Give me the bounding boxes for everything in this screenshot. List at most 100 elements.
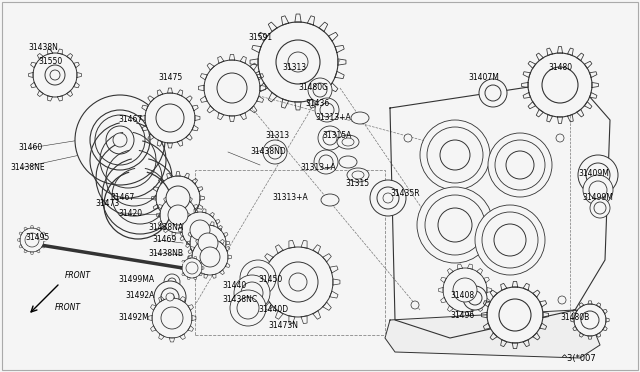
Circle shape — [160, 197, 196, 233]
Circle shape — [499, 299, 531, 331]
Circle shape — [192, 239, 228, 275]
Text: 31480B: 31480B — [560, 314, 589, 323]
Circle shape — [25, 233, 39, 247]
Circle shape — [90, 110, 150, 170]
Circle shape — [370, 180, 406, 216]
Text: 31313+A: 31313+A — [315, 113, 351, 122]
Text: 31475: 31475 — [158, 73, 182, 81]
Circle shape — [453, 278, 477, 302]
Circle shape — [323, 131, 337, 145]
Text: 31591: 31591 — [248, 33, 272, 42]
Circle shape — [106, 126, 134, 154]
Circle shape — [578, 155, 618, 195]
Text: 31450: 31450 — [258, 276, 282, 285]
Text: 31496: 31496 — [450, 311, 474, 320]
Circle shape — [168, 205, 188, 225]
Ellipse shape — [347, 168, 369, 182]
Bar — [195, 170, 385, 335]
Circle shape — [166, 293, 174, 301]
Text: 31438N: 31438N — [28, 44, 58, 52]
Circle shape — [45, 65, 65, 85]
Text: 31438NC: 31438NC — [222, 295, 257, 305]
Circle shape — [438, 208, 472, 242]
Circle shape — [113, 133, 127, 147]
Circle shape — [289, 273, 307, 291]
Circle shape — [154, 281, 186, 313]
Text: 31407M: 31407M — [468, 74, 499, 83]
Text: 31315: 31315 — [345, 179, 369, 187]
Circle shape — [276, 40, 320, 84]
Circle shape — [200, 247, 220, 267]
Text: 31499M: 31499M — [582, 193, 613, 202]
Circle shape — [95, 115, 145, 165]
Circle shape — [263, 140, 287, 164]
Circle shape — [161, 288, 179, 306]
Circle shape — [50, 70, 60, 80]
Circle shape — [482, 212, 538, 268]
Circle shape — [487, 287, 543, 343]
Circle shape — [161, 307, 183, 329]
Circle shape — [594, 202, 606, 214]
Text: 31420: 31420 — [118, 208, 142, 218]
Circle shape — [318, 126, 342, 150]
Text: 31492M: 31492M — [118, 314, 148, 323]
Text: 31408: 31408 — [450, 291, 474, 299]
Text: 31480G: 31480G — [298, 83, 328, 93]
Circle shape — [495, 140, 545, 190]
Circle shape — [247, 267, 269, 289]
Circle shape — [313, 83, 327, 97]
Circle shape — [186, 262, 198, 274]
Circle shape — [427, 127, 483, 183]
Circle shape — [542, 67, 578, 103]
Text: 31495: 31495 — [25, 234, 49, 243]
Text: 31438NE: 31438NE — [10, 164, 45, 173]
Circle shape — [475, 205, 545, 275]
Text: 31467: 31467 — [110, 193, 134, 202]
Text: 31467: 31467 — [118, 115, 142, 125]
Text: 31499MA: 31499MA — [118, 276, 154, 285]
Text: 31480: 31480 — [548, 64, 572, 73]
Polygon shape — [385, 310, 600, 358]
Circle shape — [383, 193, 393, 203]
Circle shape — [230, 290, 266, 326]
Circle shape — [556, 134, 564, 142]
Text: FRONT: FRONT — [55, 304, 81, 312]
Circle shape — [156, 104, 184, 132]
Circle shape — [156, 176, 200, 220]
Circle shape — [411, 301, 419, 309]
Circle shape — [315, 98, 339, 122]
Circle shape — [589, 181, 607, 199]
Ellipse shape — [339, 156, 357, 168]
Circle shape — [558, 296, 566, 304]
Circle shape — [482, 212, 538, 268]
Circle shape — [590, 198, 610, 218]
Text: 31438ND: 31438ND — [250, 148, 285, 157]
Circle shape — [443, 268, 487, 312]
Text: 31438NA: 31438NA — [148, 224, 183, 232]
Circle shape — [166, 186, 190, 210]
Text: ^3(*007: ^3(*007 — [560, 353, 596, 362]
Circle shape — [319, 155, 333, 169]
Circle shape — [463, 286, 487, 310]
Circle shape — [425, 195, 485, 255]
Ellipse shape — [351, 112, 369, 124]
Text: 31313+A: 31313+A — [272, 193, 308, 202]
Text: 31440D: 31440D — [258, 305, 288, 314]
Text: 31409M: 31409M — [578, 169, 609, 177]
Circle shape — [574, 304, 606, 336]
Ellipse shape — [352, 171, 364, 179]
Text: 31492A: 31492A — [125, 291, 154, 299]
Circle shape — [586, 163, 610, 187]
Text: 31460: 31460 — [18, 144, 42, 153]
Circle shape — [404, 134, 412, 142]
Circle shape — [168, 278, 176, 286]
Ellipse shape — [321, 194, 339, 206]
Circle shape — [263, 247, 333, 317]
Text: 31438NB: 31438NB — [148, 248, 183, 257]
Circle shape — [164, 274, 180, 290]
Text: FRONT: FRONT — [65, 270, 91, 279]
Circle shape — [506, 151, 534, 179]
Ellipse shape — [337, 135, 359, 149]
Text: 31313: 31313 — [282, 64, 306, 73]
Circle shape — [204, 60, 260, 116]
